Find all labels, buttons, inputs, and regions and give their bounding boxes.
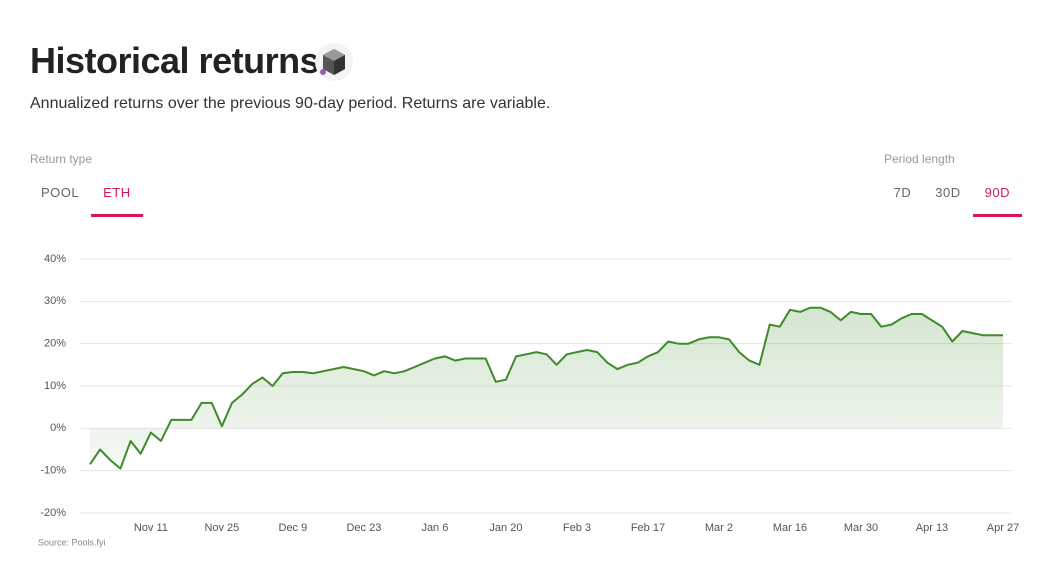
title: Historical returns [30, 40, 320, 81]
x-tick-label: Jan 20 [489, 522, 522, 534]
tab[interactable]: POOL [41, 185, 80, 200]
period-tabs: 7D 30D 90D [882, 176, 1022, 217]
x-tick-label: Feb 17 [631, 522, 665, 534]
y-tick-label: 30% [44, 295, 66, 307]
x-tick-label: Apr 27 [987, 522, 1019, 534]
y-tick-label: 0% [50, 422, 66, 434]
chart: Source: Pools.fyi -20% -10% 0% 10% 20% 30% 40%… [38, 253, 1019, 547]
y-tick-label: -10% [40, 465, 66, 477]
return-type-label: Return type [30, 152, 93, 166]
x-tick-label: Mar 16 [773, 522, 807, 534]
x-tick-label: Apr 13 [916, 522, 948, 534]
pool-icon [315, 43, 353, 81]
source: Source: Pools.fyi [38, 537, 106, 547]
period-length-label: Period length [884, 152, 955, 166]
y-tick-label: 40% [44, 253, 66, 265]
line [89, 306, 1003, 470]
area [90, 307, 1003, 469]
x-tick-label: Nov 25 [204, 522, 239, 534]
tab[interactable]: 90D [972, 176, 1022, 217]
x-tick-label: Jan 6 [421, 522, 448, 534]
subtitle: Annualized returns over the previous 90-… [30, 95, 551, 112]
tab[interactable]: 30D [935, 185, 961, 200]
tab[interactable]: ETH [91, 176, 143, 217]
tab[interactable]: 7D [893, 185, 912, 200]
x-tick-label: Feb 3 [563, 522, 591, 534]
y-tick-label: 10% [44, 380, 66, 392]
return-type-tabs: POOL ETH [29, 176, 143, 217]
x-tick-label: Mar 2 [705, 522, 733, 534]
x-tick-label: Dec 9 [279, 522, 308, 534]
y-tick-label: 20% [44, 338, 66, 350]
x-tick-label: Dec 23 [346, 522, 381, 534]
x-tick-label: Mar 30 [844, 522, 878, 534]
y-tick-label: -20% [40, 507, 66, 519]
x-tick-label: Nov 11 [134, 522, 168, 534]
